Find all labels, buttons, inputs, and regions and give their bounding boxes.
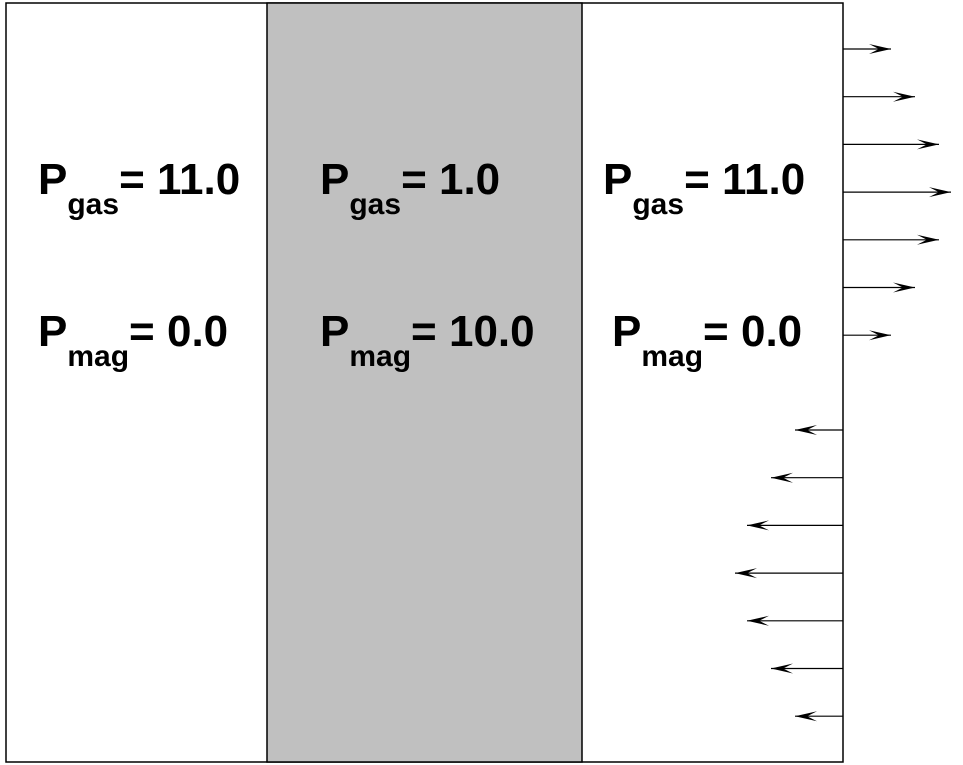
middle-gas-pressure-label: Pgas= 1.0	[320, 155, 500, 221]
left-mag-pressure-label: Pmag= 0.0	[38, 307, 228, 373]
outward-arrow	[843, 187, 951, 198]
outward-velocity-arrows	[843, 44, 951, 341]
inward-velocity-arrows	[735, 425, 843, 722]
outward-arrow	[843, 282, 915, 293]
middle-mag-pressure-label: Pmag= 10.0	[320, 307, 535, 373]
outward-arrow	[843, 44, 891, 54]
right-mag-pressure-label: Pmag= 0.0	[612, 307, 802, 373]
inward-arrow	[795, 425, 843, 435]
outward-arrow	[843, 91, 915, 102]
inward-arrow	[771, 663, 843, 674]
right-gas-pressure-label: Pgas= 11.0	[603, 155, 805, 221]
outward-arrow	[843, 234, 939, 245]
outward-arrow	[843, 139, 939, 150]
inward-arrow	[747, 520, 843, 531]
inward-arrow	[795, 711, 843, 722]
outward-arrow	[843, 330, 891, 341]
inward-arrow	[771, 472, 843, 483]
inward-arrow	[747, 615, 843, 626]
magnetized-region	[266, 2, 583, 763]
inward-arrow	[735, 568, 843, 579]
left-gas-pressure-label: Pgas= 11.0	[38, 155, 240, 221]
